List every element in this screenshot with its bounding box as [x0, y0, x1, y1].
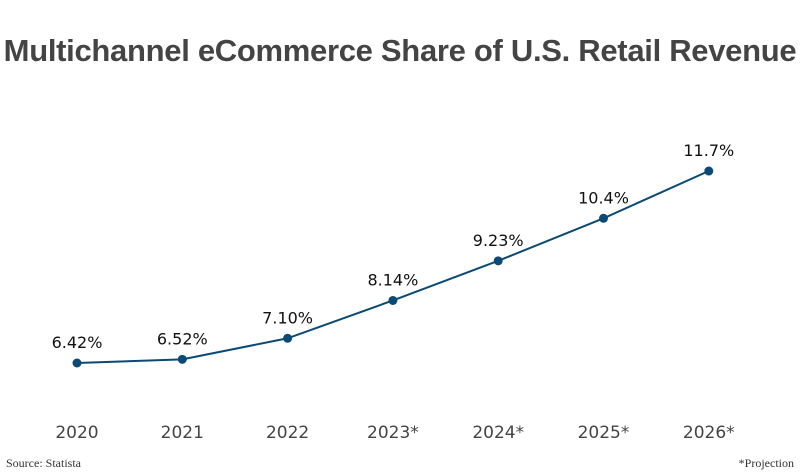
data-point: [599, 213, 608, 223]
data-point: [388, 295, 398, 305]
x-tick-label: 2022: [266, 423, 309, 443]
data-point: [177, 354, 187, 364]
data-point: [283, 333, 293, 343]
data-label: 8.14%: [367, 270, 418, 289]
chart-title: Multichannel eCommerce Share of U.S. Ret…: [3, 33, 797, 68]
data-label: 6.42%: [52, 333, 103, 352]
x-tick-label: 2023*: [367, 423, 419, 443]
data-label: 11.7%: [683, 141, 734, 160]
data-label: 6.52%: [157, 329, 208, 348]
data-point: [704, 166, 714, 176]
x-tick-label: 2025*: [578, 423, 630, 443]
data-point: [493, 256, 503, 266]
data-label: 7.10%: [262, 308, 313, 327]
x-tick-label: 2021: [161, 423, 204, 443]
x-tick-label: 2020: [55, 423, 98, 443]
data-label: 10.4%: [578, 188, 629, 207]
x-tick-label: 2026*: [683, 423, 735, 443]
x-tick-label: 2024*: [472, 423, 524, 443]
data-point: [72, 358, 82, 368]
projection-note: *Projection: [738, 456, 794, 470]
source-note: Source: Statista: [6, 456, 81, 470]
data-label: 9.23%: [473, 231, 524, 250]
